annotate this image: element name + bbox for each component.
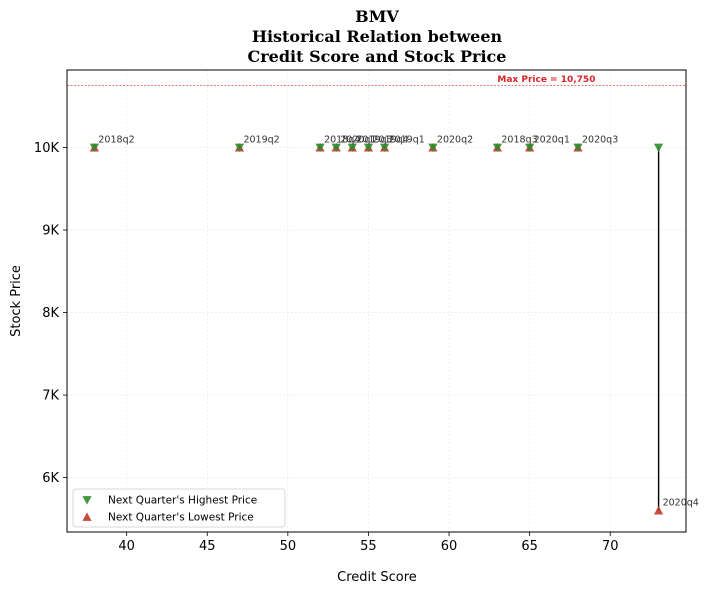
x-tick-label: 65 [521,539,538,554]
data-markers [89,142,664,515]
chart-title-line-2: Historical Relation between [252,27,503,46]
chart-title: BMV Historical Relation between Credit S… [248,7,507,66]
highest-price-marker [89,143,100,153]
legend: Next Quarter's Highest Price Next Quarter… [72,488,286,528]
point-annotation: 2019q3 [356,135,392,146]
y-tick-label: 9K [42,224,59,239]
x-axis-label: Credit Score [337,570,417,585]
chart-title-line-3: Credit Score and Stock Price [248,47,507,66]
highest-price-marker [234,143,245,153]
highest-price-marker [379,143,390,153]
chart-title-line-1: BMV [355,7,399,26]
y-axis-label: Stock Price [9,265,24,337]
highest-price-marker [331,143,341,153]
highest-price-marker [428,143,438,153]
point-annotations: 2018q2 2019q2 2018q42020q12019q32019q42019… [98,135,698,509]
y-tick-label: 10K [34,141,60,156]
max-price-line-group: Max Price = 10,750 [67,75,686,87]
point-annotation: 2020q3 [582,135,618,146]
max-price-label: Max Price = 10,750 [497,75,595,85]
point-annotation: 2020q2 [437,135,473,146]
highest-price-marker [363,143,374,153]
point-annotation: 2020q4 [663,498,699,509]
highest-price-marker [315,143,325,153]
point-annotation: 2020q1 [340,135,376,146]
point-annotation: 2018q3 [501,135,537,146]
y-axis-ticks: 6K 7K 8K 9K 10K [34,141,67,486]
x-tick-label: 60 [441,539,458,554]
highest-price-marker [525,143,535,153]
legend-lowest-marker [82,512,92,521]
x-tick-label: 45 [199,539,216,554]
x-tick-label: 50 [280,539,297,554]
point-annotation: 2019q4 [372,135,408,146]
point-annotation: 2018q4 [324,135,360,146]
highest-price-marker [492,143,502,153]
legend-highest-label: Next Quarter's Highest Price [108,495,257,507]
highest-price-marker [653,143,664,153]
x-tick-label: 55 [360,539,377,554]
point-annotation: 2020q1 [534,135,570,146]
legend-highest-marker [82,496,92,505]
y-tick-label: 6K [42,471,59,486]
highest-price-marker [347,143,357,153]
x-tick-label: 70 [602,539,619,554]
legend-lowest-label: Next Quarter's Lowest Price [108,512,254,524]
point-annotation: 2019q1 [389,135,425,146]
y-tick-label: 8K [42,306,59,321]
x-axis-ticks: 40 45 50 55 60 65 70 [118,532,619,554]
y-tick-label: 7K [42,389,59,404]
x-tick-label: 40 [118,539,135,554]
highest-price-marker [573,143,583,153]
point-annotation: 2018q2 [98,135,134,146]
legend-box [72,488,286,528]
lowest-price-marker [653,505,664,515]
point-annotation: 2019q2 [243,135,279,146]
plot-frame [66,69,687,533]
